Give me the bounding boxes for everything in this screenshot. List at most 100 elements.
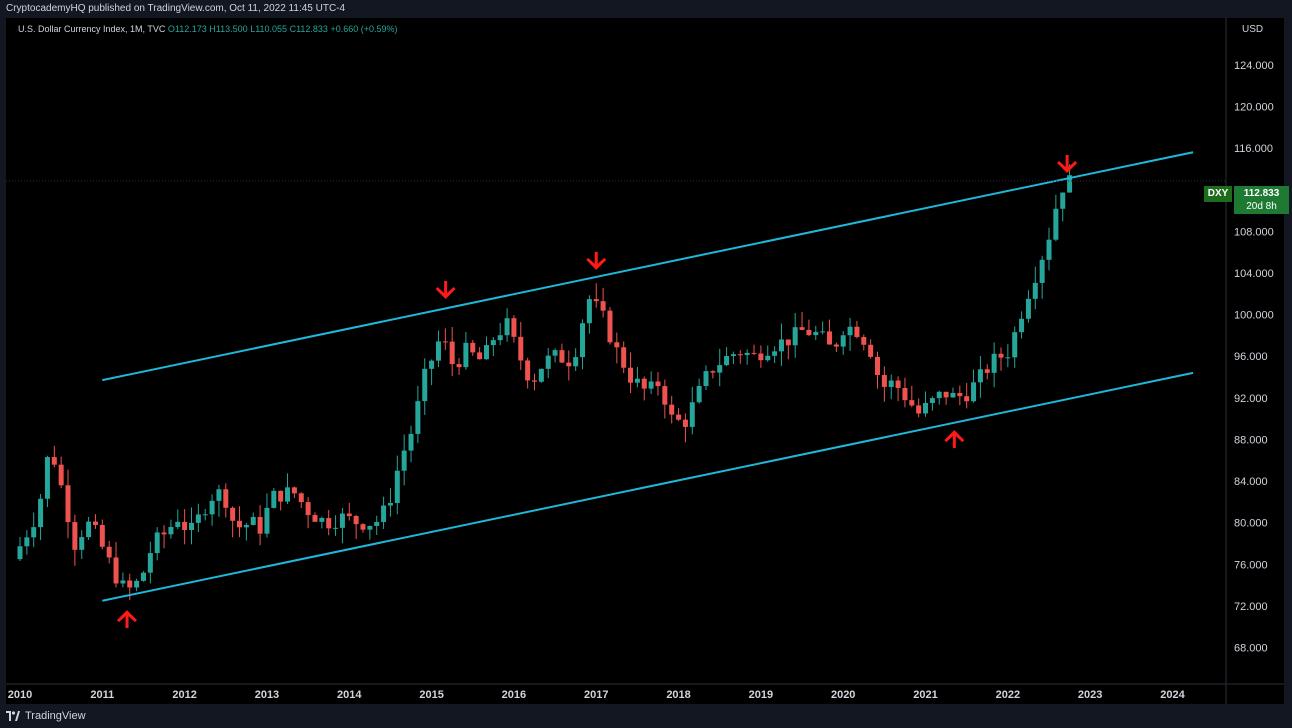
candle-body	[641, 378, 647, 389]
candle-body	[991, 353, 997, 373]
candle-body	[463, 342, 469, 368]
candle-body	[147, 553, 153, 573]
channel-lines	[102, 151, 1194, 602]
candle-body	[929, 398, 935, 403]
candle-body	[682, 419, 688, 427]
candle-body	[394, 470, 400, 504]
candle-body	[628, 367, 634, 383]
legend-high: H113.500	[209, 24, 248, 34]
candle-body	[1019, 318, 1025, 333]
candle-body	[497, 335, 503, 341]
tradingview-logo[interactable]: TradingView	[6, 709, 86, 723]
candle-body	[792, 327, 798, 346]
candle-body	[188, 522, 194, 530]
candle-body	[724, 356, 730, 366]
candle-body	[833, 344, 839, 347]
price-tick-label: 92.000	[1234, 393, 1268, 405]
candle-body	[92, 521, 98, 526]
candle-body	[24, 537, 30, 547]
candle-body	[278, 490, 284, 502]
channel-lower-line	[102, 371, 1194, 602]
price-chart[interactable]: 68.000 72.000 76.000 80.000 84.000 88.000 92.0…	[6, 18, 1284, 704]
candle-body	[106, 546, 112, 558]
time-tick-label: 2017	[584, 689, 608, 701]
candle-body	[984, 369, 990, 373]
candle-body	[573, 357, 579, 367]
candle-body	[868, 344, 874, 357]
candle-body	[957, 392, 963, 397]
candle-body	[772, 351, 778, 356]
candle-body	[38, 498, 44, 528]
candle-body	[168, 526, 174, 535]
candle-body	[765, 355, 771, 361]
candle-body	[813, 331, 819, 336]
candle-body	[72, 522, 78, 550]
candle-body	[614, 342, 620, 348]
candle-body	[751, 352, 757, 354]
candle-body	[360, 524, 366, 530]
candle-body	[703, 371, 709, 386]
candle-body	[470, 342, 476, 353]
arrow-up-marker	[944, 430, 965, 449]
candle-body	[943, 391, 949, 398]
candle-body	[580, 323, 586, 358]
candle-body	[621, 347, 627, 368]
candle-body	[888, 380, 894, 387]
candle-body	[737, 354, 743, 356]
candle-body	[237, 520, 243, 528]
candles-group	[17, 164, 1073, 601]
candle-body	[504, 318, 510, 336]
candle-body	[298, 493, 304, 503]
candle-body	[998, 353, 1004, 358]
candle-body	[1039, 259, 1045, 283]
candle-body	[333, 527, 339, 529]
candle-body	[593, 299, 599, 302]
candle-body	[456, 364, 462, 368]
candle-body	[202, 514, 208, 516]
candle-body	[195, 514, 201, 523]
price-tick-label: 100.000	[1234, 310, 1274, 322]
candle-body	[518, 336, 524, 361]
candle-body	[387, 503, 393, 506]
candle-body	[559, 350, 565, 363]
legend-low: L110.055	[250, 24, 288, 34]
channel-upper-line	[102, 151, 1194, 382]
legend-change: +0.660 (+0.59%)	[330, 24, 398, 34]
candle-body	[175, 521, 181, 527]
candle-body	[799, 327, 805, 330]
time-tick-label: 2022	[996, 689, 1020, 701]
candle-body	[243, 524, 249, 528]
candle-body	[607, 310, 613, 343]
candle-body	[209, 500, 215, 515]
candle-body	[312, 515, 318, 522]
candle-body	[346, 513, 352, 517]
candle-body	[600, 301, 606, 311]
candle-body	[401, 450, 407, 471]
candle-body	[339, 513, 345, 528]
time-tick-label: 2024	[1160, 689, 1185, 701]
candle-body	[271, 490, 277, 508]
candle-body	[1060, 192, 1066, 209]
candle-body	[977, 369, 983, 383]
price-tick-label: 68.000	[1234, 643, 1268, 655]
price-tick-label: 104.000	[1234, 268, 1274, 280]
candle-body	[381, 505, 387, 522]
candle-body	[120, 580, 126, 584]
chart-area[interactable]: 68.000 72.000 76.000 80.000 84.000 88.000 92.0…	[6, 18, 1289, 704]
candle-body	[566, 362, 572, 367]
candle-body	[182, 521, 188, 530]
candle-body	[305, 502, 311, 516]
arrow-down-marker	[1057, 155, 1078, 174]
candle-body	[806, 329, 812, 336]
candle-body	[634, 378, 640, 383]
candle-body	[216, 489, 222, 501]
candle-body	[552, 350, 558, 356]
candle-body	[483, 345, 489, 360]
candle-body	[717, 365, 723, 373]
price-axis: 68.000 72.000 76.000 80.000 84.000 88.000 92.0…	[6, 18, 1274, 704]
candle-body	[826, 331, 832, 345]
candle-body	[861, 337, 867, 345]
candle-body	[367, 525, 373, 530]
candle-body	[696, 385, 702, 403]
candle-body	[285, 487, 291, 502]
